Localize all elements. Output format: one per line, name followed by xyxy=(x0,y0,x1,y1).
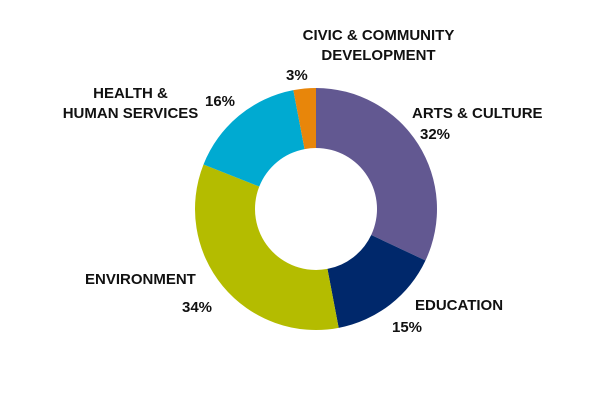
pct-civic-community: 3% xyxy=(286,67,308,84)
label-environment: ENVIRONMENT xyxy=(85,271,196,288)
label-arts-culture: ARTS & CULTURE xyxy=(412,105,543,122)
pct-environment: 34% xyxy=(182,299,213,316)
slice-education xyxy=(327,234,426,328)
label-education: EDUCATION xyxy=(415,297,504,314)
label-civic-community: CIVIC & COMMUNITY DEVELOPMENT xyxy=(302,27,455,64)
pct-education: 15% xyxy=(392,319,423,336)
pct-health-human-services: 16% xyxy=(205,93,236,110)
label-health-human-services: HEALTH & HUMAN SERVICES xyxy=(62,85,199,122)
slice-environment xyxy=(195,164,339,330)
slice-civic-community xyxy=(293,88,316,150)
slice-health-human-services xyxy=(203,90,305,187)
slice-arts-culture xyxy=(316,88,437,261)
pct-arts-culture: 32% xyxy=(420,126,451,143)
